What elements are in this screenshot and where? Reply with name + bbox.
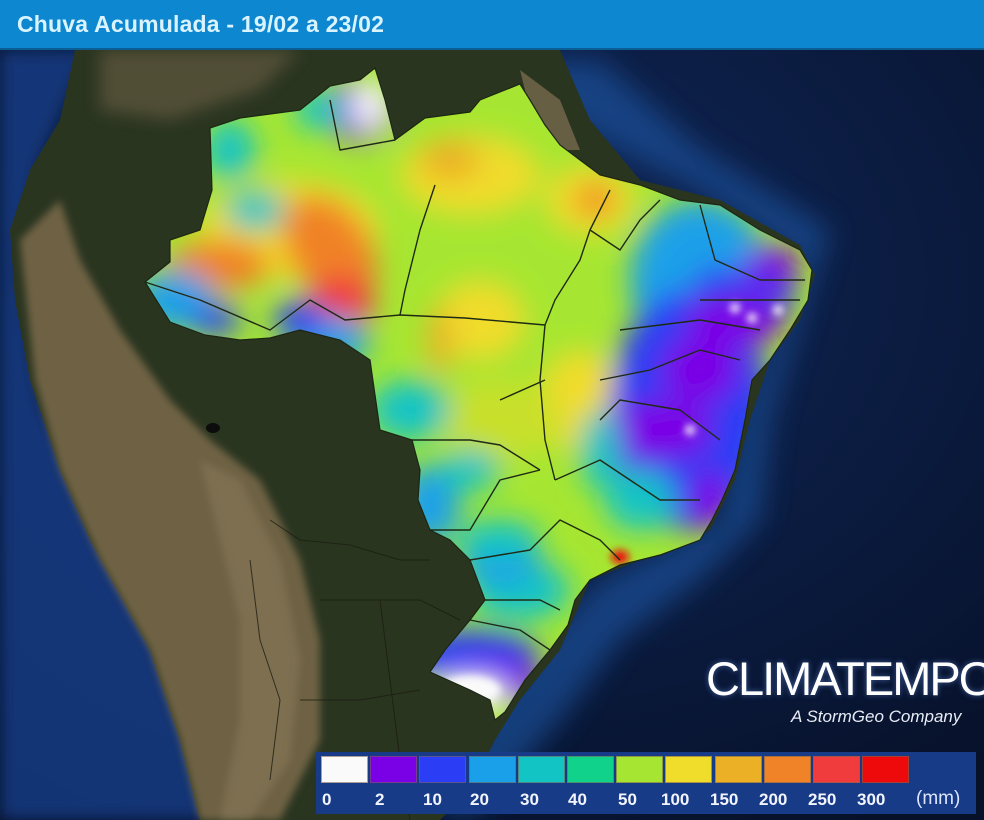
legend-swatches bbox=[321, 756, 911, 783]
legend-label: 10 bbox=[423, 790, 442, 809]
legend-swatch-30 bbox=[517, 756, 565, 783]
legend-swatch-250 bbox=[812, 756, 860, 783]
legend-unit: (mm) bbox=[916, 788, 961, 809]
brand-name: CLIMATEMPO bbox=[706, 652, 984, 705]
title-bar: Chuva Acumulada - 19/02 a 23/02 bbox=[0, 0, 984, 50]
legend-swatch-2 bbox=[370, 756, 418, 783]
legend-label: 0 bbox=[322, 790, 332, 809]
amazon-delta-land bbox=[520, 70, 580, 150]
pacific-shelf bbox=[0, 50, 230, 820]
brand-tagline: A StormGeo Company bbox=[791, 707, 962, 726]
legend-label: 40 bbox=[568, 790, 587, 809]
lake-titicaca bbox=[206, 423, 220, 433]
legend-label: 20 bbox=[470, 790, 489, 809]
rainfall-legend: 0 2 10 20 30 40 50 100 150 200 250 300 (… bbox=[316, 752, 976, 814]
brazil-outline bbox=[144, 66, 813, 722]
map-title: Chuva Acumulada - 19/02 a 23/02 bbox=[17, 11, 385, 37]
legend-swatch-200 bbox=[763, 756, 811, 783]
legend-label: 250 bbox=[808, 790, 837, 809]
legend-swatch-100 bbox=[665, 756, 713, 783]
legend-label: 100 bbox=[661, 790, 690, 809]
legend-label: 50 bbox=[618, 790, 637, 809]
legend-label: 30 bbox=[520, 790, 539, 809]
legend-labels: 0 2 10 20 30 40 50 100 150 200 250 300 bbox=[320, 790, 980, 812]
legend-swatch-150 bbox=[714, 756, 762, 783]
altiplano bbox=[200, 460, 300, 820]
climatempo-logo: CLIMATEMPO A StormGeo Company bbox=[706, 652, 984, 727]
legend-swatch-10 bbox=[419, 756, 467, 783]
legend-label: 200 bbox=[759, 790, 788, 809]
legend-swatch-50 bbox=[616, 756, 664, 783]
rainfall-map bbox=[0, 50, 984, 820]
legend-swatch-0 bbox=[321, 756, 368, 783]
map-canvas bbox=[0, 50, 984, 820]
legend-label: 2 bbox=[375, 790, 385, 809]
state-borders bbox=[144, 99, 805, 651]
northern-savanna bbox=[100, 50, 300, 120]
legend-swatch-300 bbox=[862, 756, 910, 783]
legend-swatch-40 bbox=[566, 756, 614, 783]
legend-swatch-20 bbox=[468, 756, 516, 783]
legend-label: 300 bbox=[857, 790, 886, 809]
legend-label: 150 bbox=[710, 790, 739, 809]
